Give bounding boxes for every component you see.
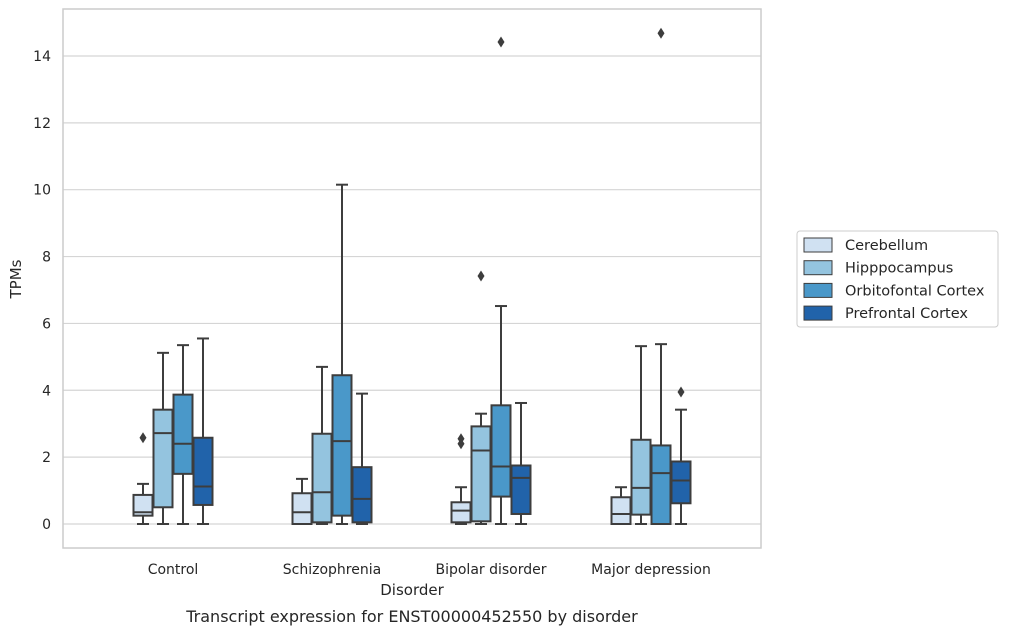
chart-caption: Transcript expression for ENST0000045255…: [185, 607, 638, 626]
legend-swatch: [803, 282, 833, 298]
outlier-point: [139, 432, 147, 444]
box-group: [470, 270, 492, 525]
box-body: [470, 425, 492, 523]
box-group: [490, 36, 512, 525]
box-group: [351, 392, 373, 525]
x-axis-title: Disorder: [380, 581, 444, 599]
x-tick-label: Control: [148, 562, 199, 578]
box-body: [650, 444, 672, 526]
legend-entry: Prefrontal Cortex: [845, 306, 968, 322]
box-group: [172, 344, 194, 525]
legend-entry: Orbitofontal Cortex: [845, 283, 985, 299]
box-group: [610, 486, 632, 526]
legend-swatch: [803, 237, 833, 253]
box-group: [311, 365, 333, 525]
box-group: [630, 345, 652, 525]
y-tick-label: 8: [42, 250, 51, 266]
outlier-point: [657, 27, 665, 39]
box-group: [670, 386, 692, 525]
box-group: [650, 27, 672, 526]
box-body: [152, 408, 174, 509]
box-body: [450, 501, 472, 524]
outlier-point: [677, 386, 685, 398]
legend-swatch: [803, 260, 833, 276]
box-body: [192, 436, 214, 506]
outlier-point: [457, 433, 465, 445]
y-tick-labels: 0 2 4 6 8 10 12 14: [33, 49, 51, 533]
legend-entry: Cerebellum: [845, 238, 928, 254]
box-body: [172, 393, 194, 475]
y-tick-label: 10: [33, 183, 51, 199]
outlier-point: [477, 270, 485, 282]
box-body: [351, 466, 373, 524]
box-series: [132, 27, 692, 526]
legend-swatch: [803, 305, 833, 321]
box-group: [152, 351, 174, 525]
box-body: [331, 374, 353, 517]
legend-entry: Hipppocampus: [845, 261, 953, 277]
legend-frame: [796, 230, 999, 328]
box-group: [510, 401, 532, 525]
box-body: [311, 432, 333, 524]
box-body: [670, 460, 692, 505]
box-body: [610, 496, 632, 526]
box-group: [450, 433, 472, 525]
y-tick-label: 4: [42, 383, 51, 399]
y-tick-label: 12: [33, 116, 51, 132]
y-axis-title: TPMs: [7, 259, 25, 299]
y-tick-label: 2: [42, 450, 51, 466]
box-group: [331, 183, 353, 525]
y-tick-label: 6: [42, 316, 51, 332]
box-body: [630, 438, 652, 516]
legend: Cerebellum Hipppocampus Orbitofontal Corte…: [796, 230, 999, 328]
y-tick-label: 14: [33, 49, 51, 65]
box-body: [291, 492, 313, 525]
x-tick-label: Bipolar disorder: [435, 562, 546, 578]
box-group: [192, 337, 214, 525]
box-group: [132, 432, 154, 525]
outlier-point: [497, 36, 505, 48]
x-tick-label: Major depression: [591, 562, 711, 578]
y-tick-label: 0: [42, 517, 51, 533]
plot-frame: [62, 8, 762, 549]
box-group: [291, 477, 313, 525]
x-tick-label: Schizophrenia: [283, 562, 381, 578]
box-body: [510, 464, 532, 515]
x-tick-labels: Control Schizophrenia Bipolar disorder Majo…: [148, 562, 711, 578]
box-body: [490, 404, 512, 498]
